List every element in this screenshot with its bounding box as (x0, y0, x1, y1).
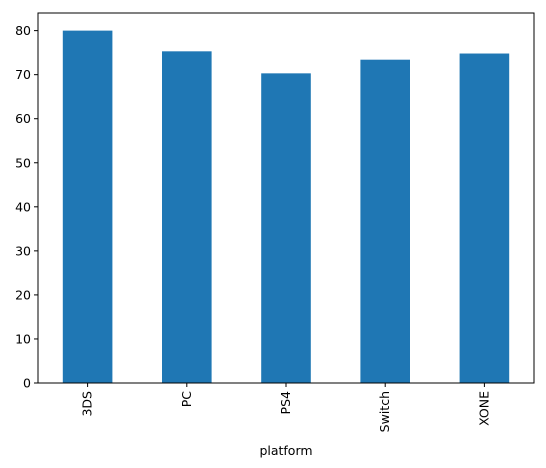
bar-switch (360, 59, 410, 383)
x-tick-label-pc: PC (179, 391, 194, 408)
bars-group (62, 30, 510, 384)
y-tick-label-80: 80 (15, 23, 31, 38)
x-axis-label: platform (259, 443, 312, 458)
x-tick-label-switch: Switch (377, 391, 392, 432)
y-tick-label-50: 50 (15, 155, 31, 170)
x-tick-label-3ds: 3DS (80, 391, 95, 417)
y-tick-label-70: 70 (15, 67, 31, 82)
plot-frame (37, 12, 535, 384)
x-tick-label-xone: XONE (476, 391, 491, 426)
y-tick-label-30: 30 (15, 243, 31, 258)
bar-3ds (62, 30, 113, 383)
x-tick-label-ps4: PS4 (278, 391, 293, 414)
y-tick-label-40: 40 (15, 199, 31, 214)
bar-pc (162, 51, 212, 383)
y-tick-label-10: 10 (15, 331, 31, 346)
y-tick-label-60: 60 (15, 111, 31, 126)
x-axis: 3DS PC PS4 Switch XONE (80, 383, 491, 432)
y-tick-label-20: 20 (15, 287, 31, 302)
y-axis: 0 10 20 30 40 50 60 70 80 (15, 23, 38, 391)
bar-ps4 (261, 73, 311, 383)
y-tick-label-0: 0 (23, 376, 31, 391)
bar-xone (459, 53, 510, 384)
